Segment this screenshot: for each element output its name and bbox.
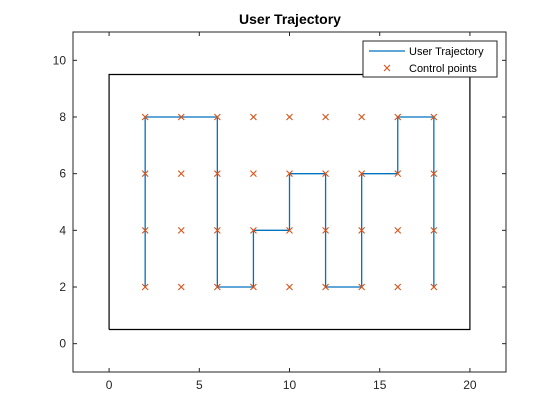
control-point-marker <box>322 170 329 178</box>
control-point-marker <box>430 113 438 121</box>
legend-label: Control points <box>409 63 477 75</box>
y-tick-label: 6 <box>59 167 66 181</box>
control-point-marker <box>430 170 438 178</box>
y-tick-label: 0 <box>59 337 66 351</box>
control-point-marker <box>358 283 366 291</box>
control-point-marker <box>394 283 402 291</box>
control-point-marker <box>394 226 402 234</box>
control-point-marker <box>358 226 366 234</box>
control-point-marker <box>141 226 149 234</box>
x-tick-label: 15 <box>373 378 387 392</box>
control-point-marker <box>250 170 257 178</box>
control-point-marker <box>430 226 438 234</box>
control-point-marker <box>322 226 329 234</box>
legend-label: User Trajectory <box>409 46 484 58</box>
control-point-marker <box>250 283 257 291</box>
control-point-marker <box>430 283 438 291</box>
control-point-marker <box>286 283 293 291</box>
y-tick-label: 2 <box>59 280 66 294</box>
control-point-marker <box>177 226 185 234</box>
control-point-marker <box>141 113 149 121</box>
x-tick-label: 5 <box>196 378 203 392</box>
control-point-marker <box>394 170 402 178</box>
legend-swatch-marker <box>383 64 391 72</box>
control-point-marker <box>177 283 185 291</box>
control-point-marker <box>177 113 185 121</box>
control-point-marker <box>322 283 329 291</box>
legend: User Trajectory Control points <box>362 40 498 78</box>
chart-title: User Trajectory <box>239 11 341 27</box>
plot-area: 0 5 10 15 20 0 2 4 6 8 10 <box>53 31 507 392</box>
control-point-marker <box>250 113 257 121</box>
control-point-marker <box>141 283 149 291</box>
control-point-marker <box>358 113 366 121</box>
x-tick-label: 20 <box>463 378 477 392</box>
legend-box <box>362 40 498 78</box>
control-point-marker <box>213 113 221 121</box>
control-point-marker <box>250 226 257 234</box>
control-point-marker <box>141 170 149 178</box>
y-tick-label: 4 <box>59 223 66 237</box>
control-point-marker <box>286 226 293 234</box>
control-point-marker <box>358 170 366 178</box>
control-point-marker <box>322 113 329 121</box>
control-point-marker <box>213 226 221 234</box>
y-tick-label: 8 <box>59 110 66 124</box>
x-tick-label: 10 <box>283 378 297 392</box>
control-point-marker <box>286 113 293 121</box>
control-point-marker <box>213 170 221 178</box>
control-point-marker <box>177 170 185 178</box>
control-point-marker <box>394 113 402 121</box>
x-tick-label: 0 <box>106 378 113 392</box>
control-point-marker <box>286 170 293 178</box>
control-point-marker <box>213 283 221 291</box>
y-tick-label: 10 <box>53 53 67 67</box>
